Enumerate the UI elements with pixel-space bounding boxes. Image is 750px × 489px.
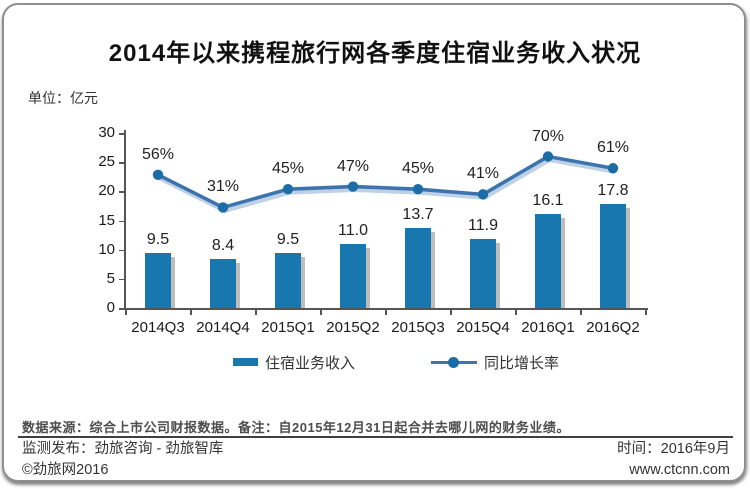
- x-axis-label: 2015Q4: [456, 319, 510, 336]
- x-tick: [580, 310, 582, 315]
- percent-label: 47%: [336, 157, 370, 175]
- line-series-swatch: [431, 356, 477, 368]
- line-marker: [347, 181, 359, 192]
- bar: [210, 259, 236, 308]
- bar: [340, 243, 366, 308]
- percent-label: 31%: [206, 178, 240, 196]
- line-marker: [217, 202, 229, 213]
- x-tick: [385, 310, 387, 315]
- bar-value-label: 16.1: [532, 192, 564, 210]
- legend-marker-dot: [448, 357, 459, 368]
- percent-label: 61%: [596, 139, 630, 157]
- y-tick: [119, 278, 125, 281]
- publisher-label: 监测发布：劲旅咨询 - 劲旅智库: [22, 441, 224, 457]
- x-axis-label: 2015Q2: [326, 319, 380, 336]
- x-axis-label: 2015Q3: [391, 319, 445, 336]
- website-link[interactable]: www.ctcnn.com: [629, 462, 730, 478]
- bar-value-label: 17.8: [597, 182, 629, 200]
- bar-series-swatch: [233, 358, 258, 366]
- footer-divider: [18, 436, 733, 438]
- y-tick: [119, 133, 125, 135]
- x-tick: [320, 310, 322, 315]
- bar: [535, 214, 561, 308]
- time-label: 时间：2016年9月: [617, 441, 730, 457]
- x-axis-label: 2015Q1: [261, 319, 315, 336]
- bar: [405, 228, 431, 308]
- bar: [600, 204, 626, 308]
- y-tick-label: 10: [98, 240, 115, 258]
- line-marker: [282, 183, 294, 195]
- bar-value-label: 9.5: [146, 230, 170, 248]
- line-marker: [542, 151, 554, 162]
- footer-row-publisher: 监测发布：劲旅咨询 - 劲旅智库 时间：2016年9月: [22, 441, 730, 458]
- x-tick: [645, 310, 647, 315]
- x-axis-label: 2014Q4: [196, 319, 250, 336]
- x-axis-label: 2014Q3: [131, 319, 185, 336]
- y-tick: [119, 308, 125, 310]
- legend-label-growth: 同比增长率: [484, 354, 560, 372]
- y-tick: [119, 162, 125, 164]
- x-tick: [515, 310, 517, 315]
- x-tick: [450, 310, 452, 315]
- copyright-label: ©劲旅网2016: [22, 462, 109, 478]
- legend-label-revenue: 住宿业务收入: [265, 354, 356, 372]
- percent-label: 56%: [141, 145, 175, 163]
- y-tick-label: 20: [98, 182, 115, 200]
- y-tick-label: 30: [98, 124, 115, 141]
- bar-value-label: 13.7: [402, 206, 434, 224]
- bar: [145, 252, 171, 308]
- bar: [275, 252, 301, 308]
- bar-value-label: 11.0: [338, 221, 368, 239]
- bar-value-label: 11.9: [468, 216, 498, 234]
- y-tick-label: 0: [106, 299, 115, 316]
- x-axis-line: [125, 308, 648, 310]
- y-axis-line: [124, 130, 126, 310]
- x-tick: [190, 310, 192, 315]
- x-axis-label: 2016Q1: [521, 319, 575, 336]
- y-tick: [119, 191, 125, 193]
- bar-value-label: 9.5: [276, 230, 300, 248]
- y-tick: [119, 249, 125, 252]
- line-marker: [152, 169, 164, 180]
- y-tick-label: 5: [106, 269, 115, 287]
- line-marker: [607, 163, 619, 174]
- chart-title: 2014年以来携程旅行网各季度住宿业务收入状况: [108, 40, 642, 67]
- line-marker: [477, 189, 489, 200]
- percent-label: 70%: [531, 127, 565, 145]
- line-marker: [412, 183, 424, 195]
- percent-label: 45%: [401, 160, 435, 178]
- y-tick-label: 25: [98, 153, 115, 171]
- legend-item-revenue: 住宿业务收入: [233, 353, 356, 372]
- bar-value-label: 8.4: [211, 237, 235, 254]
- x-tick: [255, 310, 257, 315]
- x-tick: [125, 310, 127, 315]
- source-note: 数据来源：综合上市公司财报数据。备注：自2015年12月31日起合并去哪儿网的财…: [22, 420, 570, 435]
- legend-item-growth: 同比增长率: [431, 353, 560, 372]
- footer-row-copyright: ©劲旅网2016 www.ctcnn.com: [22, 462, 730, 479]
- percent-label: 45%: [271, 160, 305, 178]
- y-tick-label: 15: [98, 211, 115, 229]
- y-tick: [119, 220, 125, 222]
- unit-label: 单位：亿元: [28, 90, 98, 106]
- percent-label: 41%: [466, 165, 500, 183]
- bar: [470, 238, 496, 308]
- x-axis-label: 2016Q2: [586, 319, 640, 336]
